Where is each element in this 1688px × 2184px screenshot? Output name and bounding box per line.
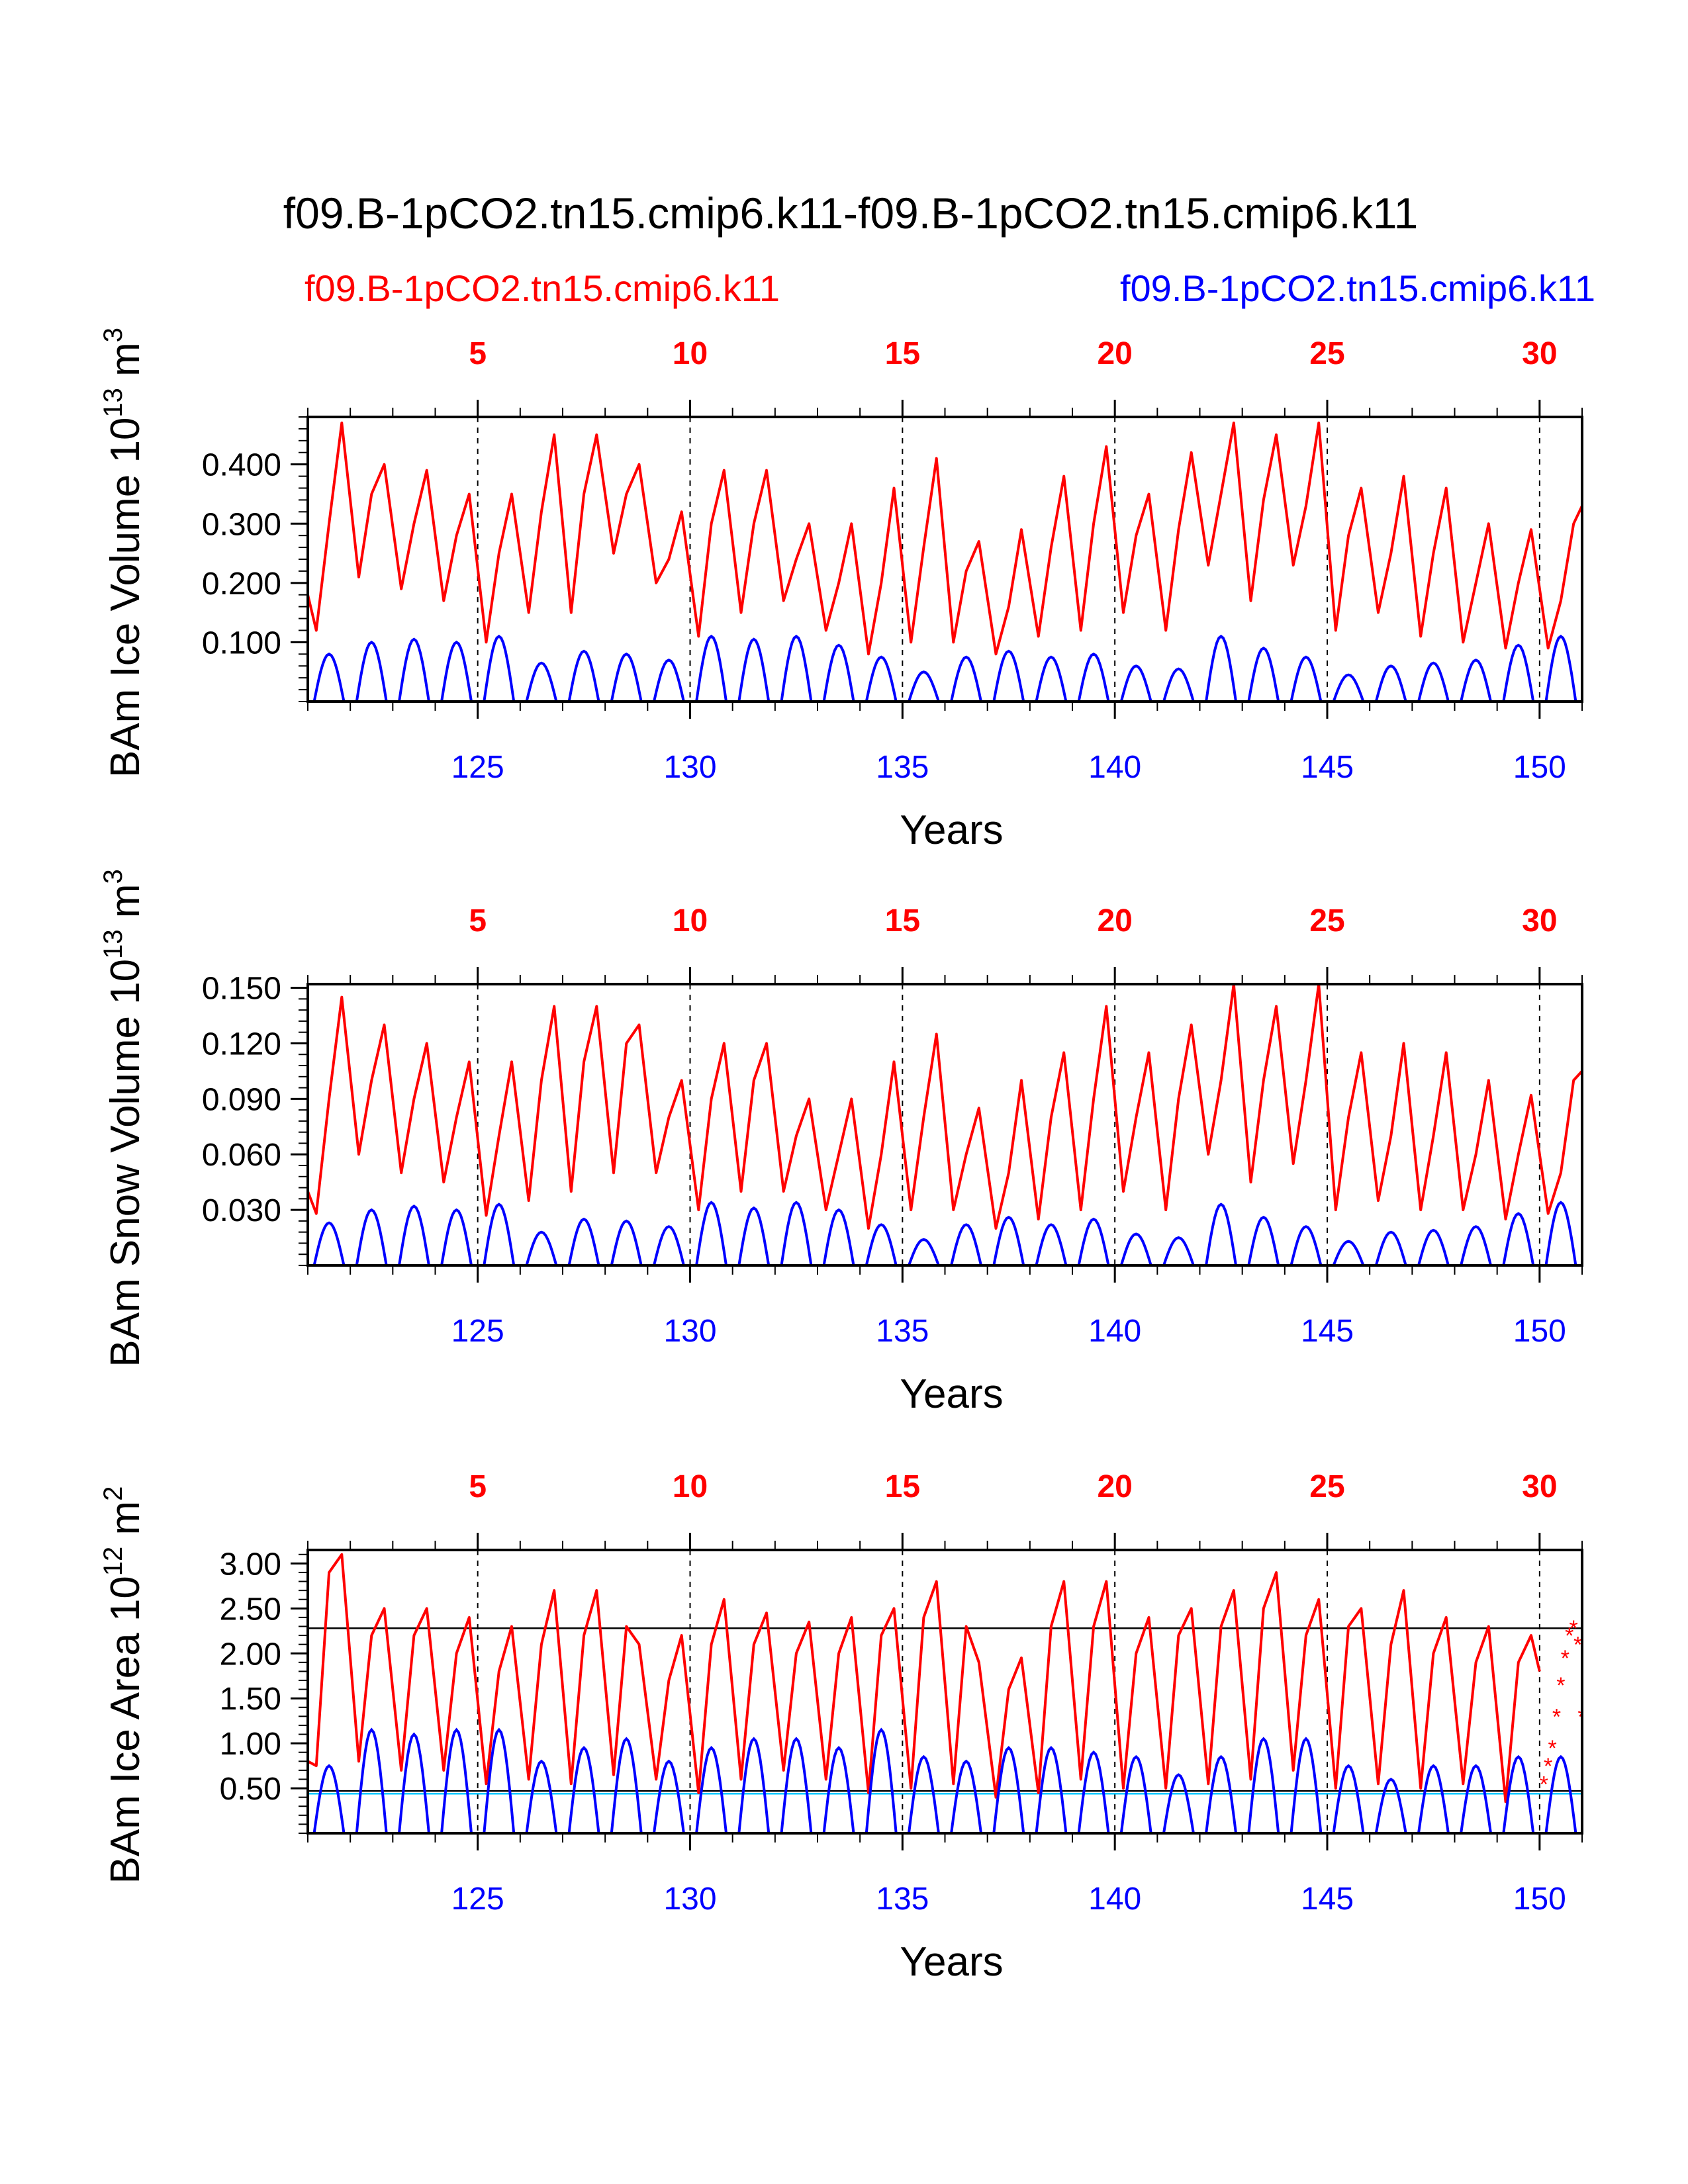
x-top-tick-label: 20	[1097, 903, 1132, 938]
x-top-tick-label: 30	[1522, 336, 1557, 371]
asterisk-marker: *	[1573, 1633, 1582, 1658]
x-top-tick-label: 30	[1522, 1469, 1557, 1504]
y-tick-label: 1.50	[220, 1682, 281, 1717]
y-tick-label: 0.090	[202, 1082, 281, 1117]
y-axis-title-part: 10	[103, 418, 148, 463]
asterisk-marker: *	[1552, 1704, 1561, 1729]
x-bottom-tick-label: 125	[451, 1314, 504, 1349]
y-axis-title-part: 13	[99, 388, 128, 418]
y-tick-label: 0.50	[220, 1772, 281, 1807]
y-axis-title-part: m	[103, 342, 148, 388]
x-top-tick-label: 30	[1522, 903, 1557, 938]
x-bottom-tick-label: 140	[1088, 750, 1141, 785]
y-axis-title-part: 10	[103, 959, 148, 1005]
y-axis-title-part: 13	[99, 929, 128, 959]
y-axis-title: BAm Ice Volume 1013 m3	[99, 328, 148, 778]
x-top-tick-label: 10	[673, 1469, 708, 1504]
x-top-tick-label: 10	[673, 336, 708, 371]
legend-right-label: f09.B-1pCO2.tn15.cmip6.k11	[1120, 267, 1595, 309]
asterisk-marker: *	[1544, 1754, 1552, 1779]
y-axis-title-part: BAm Snow Volume	[103, 1005, 148, 1367]
data-area: **********	[308, 1553, 1586, 1833]
series-red-line	[308, 984, 1582, 1230]
y-tick-label: 0.150	[202, 972, 281, 1007]
y-axis-title-part: 3	[99, 869, 128, 884]
x-bottom-tick-label: 150	[1513, 1314, 1566, 1349]
y-axis-title-part: m	[103, 884, 148, 929]
y-tick-label: 2.50	[220, 1592, 281, 1627]
panel-ice-volume: 0.100 0.200 0.300 0.400 125 130 135 140 145 150 5 1…	[99, 328, 1583, 853]
legend-left-label: f09.B-1pCO2.tn15.cmip6.k11	[305, 267, 780, 309]
y-axis-title-part: 12	[99, 1547, 128, 1576]
y-axis-title-part: 2	[99, 1486, 128, 1501]
series-red-line	[308, 1553, 1541, 1803]
x-bottom-tick-label: 135	[876, 1882, 929, 1917]
x-top-tick-label: 25	[1309, 336, 1344, 371]
y-axis-title-part: BAm Ice Area	[103, 1621, 148, 1884]
y-tick-label: 0.120	[202, 1026, 281, 1062]
y-tick-label: 2.00	[220, 1637, 281, 1672]
x-bottom-tick-label: 130	[663, 750, 716, 785]
y-tick-label: 1.00	[220, 1727, 281, 1762]
x-bottom-tick-label: 140	[1088, 1314, 1141, 1349]
x-bottom-tick-label: 135	[876, 750, 929, 785]
y-axis-title-part: BAm Ice Volume	[103, 463, 148, 778]
y-axis-title-part: 3	[99, 328, 128, 342]
y-tick-label: 0.060	[202, 1138, 281, 1173]
x-bottom-tick-label: 125	[451, 1882, 504, 1917]
x-top-tick-label: 25	[1309, 903, 1344, 938]
x-bottom-tick-label: 145	[1301, 1882, 1354, 1917]
asterisk-marker: *	[1565, 1623, 1573, 1649]
y-tick-label: 0.100	[202, 625, 281, 660]
y-tick-label: 0.400	[202, 448, 281, 483]
x-axis-title: Years	[900, 807, 1003, 853]
asterisk-marker: *	[1556, 1673, 1565, 1698]
x-bottom-tick-label: 140	[1088, 1882, 1141, 1917]
x-top-tick-label: 10	[673, 903, 708, 938]
y-tick-label: 3.00	[220, 1547, 281, 1582]
y-axis-title: BAm Snow Volume 1013 m3	[99, 869, 148, 1367]
x-top-tick-label: 5	[469, 1469, 487, 1504]
x-bottom-tick-label: 150	[1513, 1882, 1566, 1917]
figure-title: f09.B-1pCO2.tn15.cmip6.k11-f09.B-1pCO2.t…	[283, 189, 1418, 238]
asterisk-marker: *	[1540, 1772, 1548, 1797]
x-axis-title: Years	[900, 1939, 1003, 1985]
asterisk-marker: *	[1577, 1704, 1586, 1729]
x-top-tick-label: 20	[1097, 1469, 1132, 1504]
x-axis-title: Years	[900, 1371, 1003, 1417]
x-top-tick-label: 15	[885, 1469, 920, 1504]
y-axis-title-part: 10	[103, 1576, 148, 1621]
y-axis-title-part: m	[103, 1501, 148, 1547]
asterisk-marker: *	[1548, 1736, 1556, 1761]
x-bottom-tick-label: 145	[1301, 1314, 1354, 1349]
data-area	[308, 422, 1582, 702]
series-red-line	[308, 422, 1582, 656]
asterisk-marker: *	[1561, 1646, 1570, 1671]
y-axis-title: BAm Ice Area 1012 m2	[99, 1486, 148, 1884]
x-top-tick-label: 5	[469, 903, 487, 938]
y-tick-label: 0.200	[202, 567, 281, 602]
x-top-tick-label: 15	[885, 903, 920, 938]
x-top-tick-label: 5	[469, 336, 487, 371]
data-area	[308, 984, 1582, 1265]
x-top-tick-label: 25	[1309, 1469, 1344, 1504]
x-bottom-tick-label: 125	[451, 750, 504, 785]
x-bottom-tick-label: 130	[663, 1314, 716, 1349]
x-top-tick-label: 15	[885, 336, 920, 371]
x-bottom-tick-label: 150	[1513, 750, 1566, 785]
x-bottom-tick-label: 130	[663, 1882, 716, 1917]
x-top-tick-label: 20	[1097, 336, 1132, 371]
x-bottom-tick-label: 145	[1301, 750, 1354, 785]
y-tick-label: 0.030	[202, 1193, 281, 1228]
y-tick-label: 0.300	[202, 507, 281, 542]
asterisk-marker: *	[1570, 1616, 1578, 1641]
x-bottom-tick-label: 135	[876, 1314, 929, 1349]
